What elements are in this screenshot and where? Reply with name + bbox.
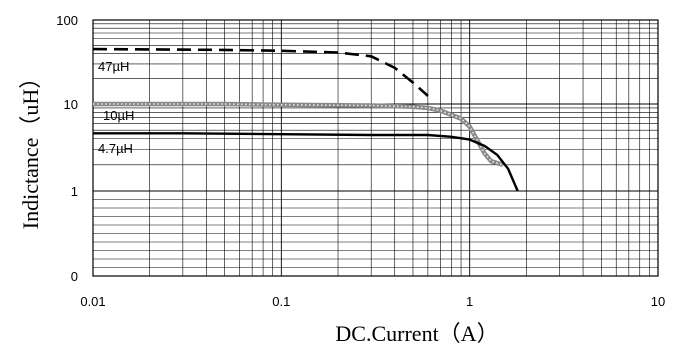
- y-tick-label: 10: [64, 97, 78, 112]
- x-tick-label: 10: [651, 294, 665, 309]
- y-tick-label: 100: [56, 13, 78, 28]
- x-axis-title: DC.Current（A）: [335, 321, 498, 346]
- x-tick-label: 1: [466, 294, 473, 309]
- series-label: 47µH: [98, 59, 129, 74]
- x-tick-label: 0.1: [272, 294, 290, 309]
- series-label: 10µH: [103, 108, 134, 123]
- series-4.7h-line: [93, 132, 519, 192]
- chart-grid: [93, 20, 658, 276]
- series-47h-line: [92, 47, 429, 97]
- series-10h-line: [93, 101, 504, 167]
- y-tick-label: 0: [71, 269, 78, 284]
- series-label: 4.7µH: [98, 141, 133, 156]
- series-layer: [92, 47, 519, 192]
- plot-frame: [92, 19, 659, 277]
- y-axis-title: Indictance（uH）: [18, 67, 43, 230]
- y-tick-label: 1: [71, 184, 78, 199]
- x-tick-label: 0.01: [80, 294, 105, 309]
